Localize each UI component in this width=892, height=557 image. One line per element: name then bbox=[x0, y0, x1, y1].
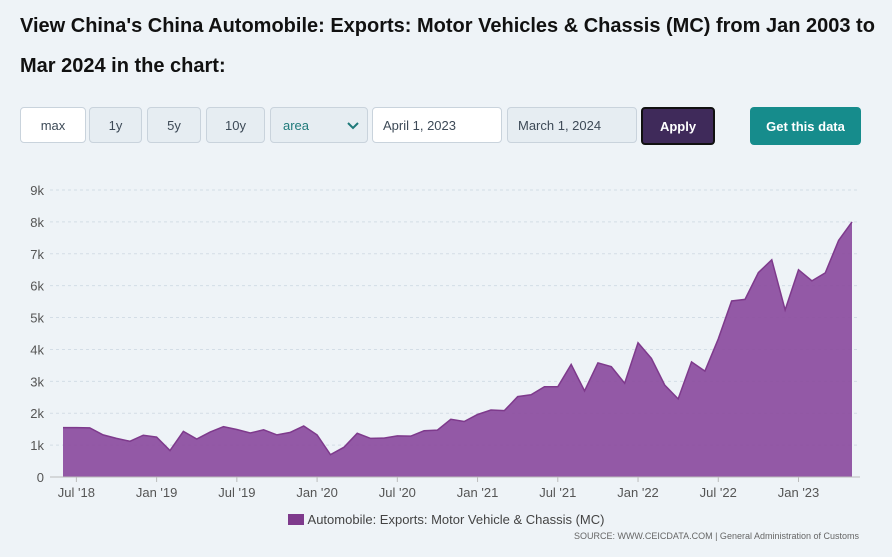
y-tick-label: 0 bbox=[37, 470, 44, 485]
range-10y-button[interactable]: 10y bbox=[206, 107, 265, 143]
end-date-input[interactable]: March 1, 2024 bbox=[507, 107, 637, 143]
chart-controls: max 1y 5y 10y area April 1, 2023 March 1… bbox=[0, 107, 892, 145]
x-tick-label: Jan '20 bbox=[296, 485, 338, 500]
x-tick-label: Jan '22 bbox=[617, 485, 659, 500]
y-tick-label: 6k bbox=[30, 279, 44, 294]
start-date-input[interactable]: April 1, 2023 bbox=[372, 107, 502, 143]
chart-type-value: area bbox=[283, 117, 310, 133]
chart-grid bbox=[50, 189, 860, 446]
y-tick-label: 8k bbox=[30, 215, 44, 230]
chart-legend[interactable]: Automobile: Exports: Motor Vehicle & Cha… bbox=[0, 512, 892, 527]
x-tick-label: Jan '21 bbox=[457, 485, 499, 500]
x-axis-labels: Jul '18 Jan '19 Jul '19 Jan '20 Jul '20 Jan '… bbox=[58, 485, 819, 500]
x-tick-label: Jul '21 bbox=[539, 485, 576, 500]
apply-button[interactable]: Apply bbox=[641, 107, 715, 145]
area-layer bbox=[63, 221, 853, 477]
y-tick-label: 7k bbox=[30, 247, 44, 262]
x-tick-label: Jan '19 bbox=[136, 485, 178, 500]
series-line bbox=[63, 221, 853, 456]
get-data-button[interactable]: Get this data bbox=[750, 107, 861, 145]
y-tick-label: 9k bbox=[30, 183, 44, 198]
range-5y-button[interactable]: 5y bbox=[147, 107, 201, 143]
y-tick-label: 1k bbox=[30, 438, 44, 453]
series-area bbox=[63, 221, 852, 477]
x-tick-label: Jul '19 bbox=[218, 485, 255, 500]
y-tick-label: 4k bbox=[30, 342, 44, 357]
x-tick-label: Jul '22 bbox=[700, 485, 737, 500]
range-1y-button[interactable]: 1y bbox=[89, 107, 142, 143]
x-tick-label: Jan '23 bbox=[778, 485, 820, 500]
x-tick-label: Jul '20 bbox=[379, 485, 416, 500]
y-tick-label: 5k bbox=[30, 311, 44, 326]
y-tick-label: 3k bbox=[30, 374, 44, 389]
x-axis bbox=[50, 476, 860, 482]
source-note: SOURCE: WWW.CEICDATA.COM | General Admin… bbox=[573, 531, 859, 541]
page-title: View China's China Automobile: Exports: … bbox=[20, 15, 875, 77]
legend-swatch bbox=[287, 514, 304, 525]
chart-type-select[interactable]: area bbox=[270, 107, 368, 143]
range-max-button[interactable]: max bbox=[20, 107, 86, 143]
y-axis-labels: 0 1k 2k 3k 4k 5k 6k 7k 8k 9k bbox=[30, 183, 44, 485]
x-tick-label: Jul '18 bbox=[58, 485, 95, 500]
legend-label: Automobile: Exports: Motor Vehicle & Cha… bbox=[307, 512, 605, 527]
chevron-down-icon bbox=[347, 118, 359, 133]
y-tick-label: 2k bbox=[30, 406, 44, 421]
